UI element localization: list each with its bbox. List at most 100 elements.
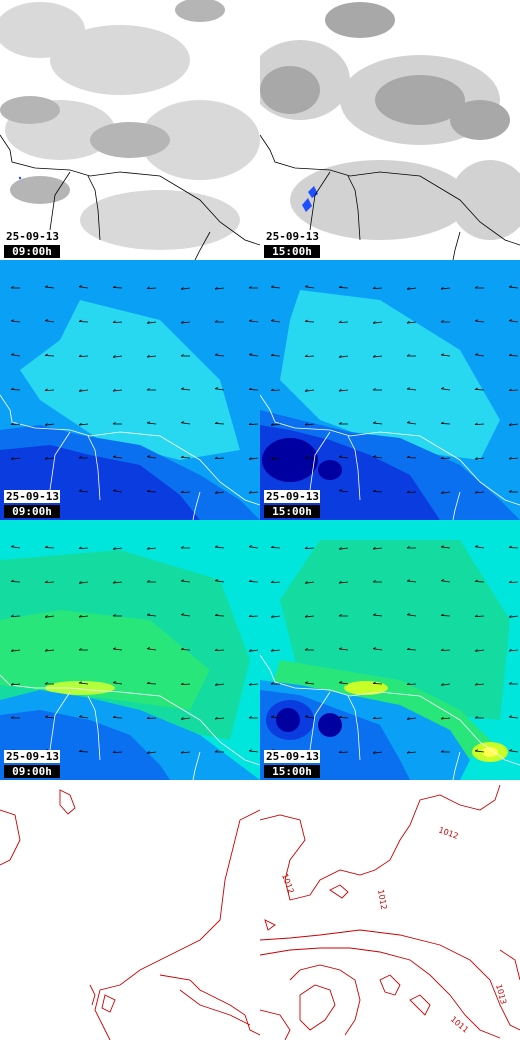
wind-arrow-icon [338,681,343,684]
timestamp-time: 15:00h [264,765,320,778]
wind-arrow-icon [304,581,308,584]
wind-arrow-icon [249,750,259,753]
wind-arrow-icon [44,319,49,322]
wind-arrow-icon [112,717,123,719]
wind-arrow-icon [406,750,410,754]
wind-arrow-icon [248,682,252,686]
wind-map-0900: 25-09-13 09:00h [0,260,260,520]
wind-arrow-icon [249,457,259,460]
wind-arrow-icon [270,388,274,391]
wind-arrow-icon [475,457,485,460]
wind-arrow-icon [112,321,123,323]
wind-arrow-icon [44,389,55,391]
wind-layer [0,260,260,520]
timestamp-time: 15:00h [264,505,320,518]
wind-arrow-icon [249,546,259,549]
wind-arrow-icon [44,545,48,548]
wind-arrow-icon [406,579,410,582]
wind-arrow-icon [475,546,485,549]
wind-arrow-icon [248,389,259,391]
wind-arrow-icon [112,681,117,684]
wind-arrow-icon [10,423,21,425]
wind-arrow-icon [78,285,83,288]
wind-arrow-icon [338,614,342,617]
wind-arrow-icon [10,579,14,582]
wind-arrow-icon [372,647,377,650]
wind-arrow-icon [338,388,342,392]
wind-arrow-icon [248,615,259,618]
wind-arrow-icon [440,456,444,459]
wind-arrow-icon [372,286,376,289]
wind-arrow-icon [406,421,411,424]
wind-arrow-icon [78,648,82,651]
wind-arrow-icon [113,389,123,392]
wind-arrow-icon [270,355,281,357]
wind-arrow-icon [305,389,315,392]
wind-arrow-icon [270,615,274,618]
wind-arrow-icon [146,681,150,684]
timestamp: 25-09-13 15:00h [264,490,320,518]
wind-arrow-icon [440,286,444,290]
wind-arrow-icon [508,581,519,584]
wind-arrow-icon [78,354,82,357]
cloud-map-0900: 25-09-13 09:00h [0,0,260,260]
wind-arrow-icon [45,423,55,426]
wind-arrow-icon [112,614,116,617]
wind-arrow-icon [271,320,281,323]
wind-arrow-icon [406,546,410,549]
wind-arrow-icon [373,547,383,550]
wind-arrow-icon [181,717,191,720]
wind-arrow-icon [44,388,48,391]
wind-arrow-icon [146,580,150,583]
wind-arrow-icon [79,682,89,685]
wind-arrow-icon [248,649,252,652]
wind-arrow-icon [339,355,349,358]
wind-arrow-icon [79,423,89,426]
wind-arrow-icon [474,422,478,425]
wind-arrow-icon [215,388,225,391]
wind-arrow-icon [146,683,157,685]
wind-arrow-icon [249,320,259,323]
wind-arrow-icon [78,751,89,753]
wind-arrow-icon [146,613,150,616]
wind-arrow-icon [271,423,281,426]
wind-arrow-icon [407,321,417,324]
wind-arrow-icon [270,285,274,288]
wind-arrow-icon [180,717,184,720]
wind-arrow-icon [474,457,478,460]
wind-arrow-icon [146,287,157,289]
wind-arrow-icon [271,649,281,652]
wind-arrow-icon [45,286,55,289]
wind-arrow-icon [214,423,225,425]
timestamp-date: 25-09-13 [4,490,60,503]
wind-arrow-icon [146,354,150,358]
wind-arrow-icon [372,421,376,424]
wind-arrow-icon [45,716,55,719]
wind-arrow-icon [249,649,259,652]
wind-arrow-icon [509,716,519,719]
timestamp-date: 25-09-13 [264,490,320,503]
wind-arrow-icon [407,388,417,391]
wind-arrow-icon [180,683,191,686]
wind-arrow-icon [249,683,259,686]
wind-arrow-icon [474,286,478,289]
wind-arrow-icon [249,491,259,494]
wind-arrow-icon [146,421,150,424]
wind-arrow-icon [338,285,342,288]
wind-arrow-icon [339,456,349,459]
timestamp: 25-09-13 09:00h [4,230,60,258]
wind-arrow-icon [372,388,376,391]
wind-arrow-icon [10,716,14,719]
wind-arrow-icon [406,647,410,650]
wind-arrow-icon [146,388,150,391]
wind-arrow-icon [248,581,259,583]
wind-arrow-icon [440,716,444,720]
wind-arrow-icon [304,389,308,392]
timestamp: 25-09-13 09:00h [4,490,60,518]
wind-arrow-icon [44,285,48,288]
wind-arrow-icon [441,354,451,357]
wind-arrow-icon [338,751,349,754]
wind-arrow-icon [474,579,478,582]
wind-arrow-icon [304,547,315,549]
wind-arrow-icon [44,456,48,460]
